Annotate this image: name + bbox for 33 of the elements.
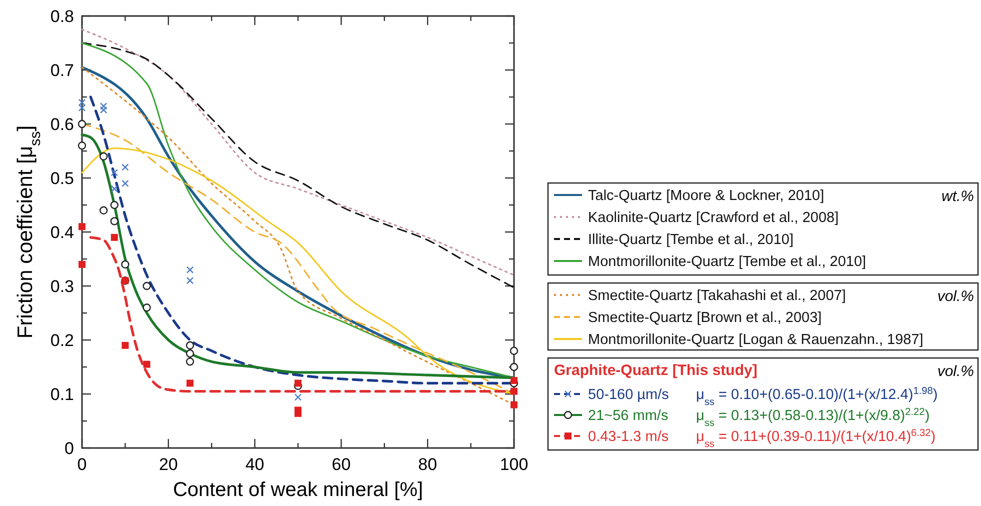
y-tick-label: 0.3 <box>50 277 74 296</box>
x-tick-label: 80 <box>418 455 438 474</box>
y-tick-label: 0.8 <box>50 7 74 26</box>
y-tick-label: 0.4 <box>50 223 74 242</box>
x-tick-label: 0 <box>77 455 87 474</box>
legend-label: Talc-Quartz [Moore & Lockner, 2010] <box>588 188 824 204</box>
text: vol.% <box>937 363 974 380</box>
x-tick-label: 20 <box>158 455 178 474</box>
text: μ$_{ss}$ = 0.13+(0.58-0.13)/(1+(x/9.8)$^{2.22}$) <box>696 406 930 428</box>
text: μ$_{ss}$ = 0.11+(0.39-0.11)/(1+(x/10.4)$^{6.32}$) <box>696 428 936 450</box>
legend-label: Montmorillonite-Quartz [Logan & Rauenzahn., 1987] <box>588 332 924 348</box>
text: vol.% <box>937 288 974 305</box>
y-tick-label: 0.6 <box>50 115 74 134</box>
x-tick-label: 40 <box>245 455 264 474</box>
x-axis-title: Content of weak mineral [%] <box>172 479 424 501</box>
x-tick-label: 100 <box>500 455 528 474</box>
legend-label: 21~56 mm/s <box>588 408 668 424</box>
text: wt.% <box>941 188 974 205</box>
legend-label: Smectite-Quartz [Brown et al., 2003] <box>588 310 822 326</box>
y-tick-label: 0.1 <box>50 385 74 404</box>
legend-label: Illite-Quartz [Tembe et al., 2010] <box>588 232 794 248</box>
legend-label: Kaolinite-Quartz [Crawford et al., 2008] <box>588 210 839 226</box>
legend-label: 50-160 µm/s <box>588 387 669 403</box>
y-tick-label: 0.2 <box>50 331 74 350</box>
y-tick-label: 0.5 <box>50 169 74 188</box>
text: Graphite-Quartz [This study] <box>554 362 758 379</box>
legend-label: 0.43-1.3 m/s <box>588 429 669 445</box>
y-tick-label: 0 <box>64 439 74 458</box>
y-tick-label: 0.7 <box>50 61 74 80</box>
x-tick-label: 60 <box>332 455 351 474</box>
legend-label: Montmorillonite-Quartz [Tembe et al., 2010] <box>588 254 866 270</box>
legend-label: Smectite-Quartz [Takahashi et al., 2007] <box>588 288 846 304</box>
text: μ$_{ss}$ = 0.10+(0.65-0.10)/(1+(x/12.4)$^{1.98}$) <box>696 386 938 408</box>
